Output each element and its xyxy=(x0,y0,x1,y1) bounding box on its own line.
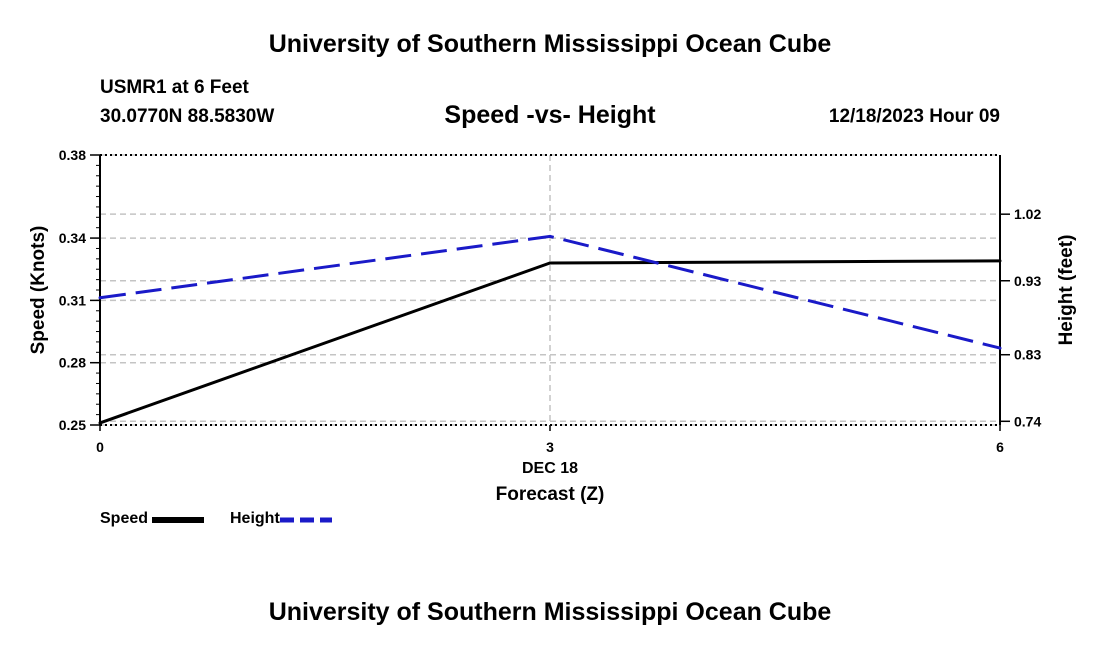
data-point-speed-0 xyxy=(98,421,102,425)
data-point-speed-1 xyxy=(548,261,552,265)
page-title: University of Southern Mississippi Ocean… xyxy=(268,30,832,58)
series-line-height xyxy=(99,234,1001,350)
data-point-height-2 xyxy=(998,346,1002,350)
y-tick-label-right-1: 0.83 xyxy=(1014,347,1041,363)
x-tick-label-0: 0 xyxy=(96,439,104,455)
x-date-label: DEC 18 xyxy=(522,460,578,477)
y-tick-label-left-4: 0.38 xyxy=(59,147,86,163)
y-tick-label-right-2: 0.93 xyxy=(1014,273,1041,289)
x-axis-label: Forecast (Z) xyxy=(496,484,605,505)
chart-series xyxy=(98,234,1002,425)
y-tick-label-left-2: 0.31 xyxy=(59,292,86,308)
x-tick-label-2: 6 xyxy=(996,439,1004,455)
y-tick-label-left-0: 0.25 xyxy=(59,417,86,433)
data-point-speed-2 xyxy=(998,259,1002,263)
data-point-height-1 xyxy=(548,234,552,238)
chart-ticks: 0.25 0.28 0.31 0.34 0.38 0.74 0.83 0.93 1.02 0 3 6 xyxy=(59,147,1042,455)
legend-label-height: Height xyxy=(230,510,280,527)
y-axis-label-left: Speed (Knots) xyxy=(28,226,49,355)
legend-item-height: Height xyxy=(230,510,332,528)
y-tick-label-left-1: 0.28 xyxy=(59,355,86,371)
y-axis-label-right: Height (feet) xyxy=(1056,235,1077,346)
station-coordinates: 30.0770N 88.5830W xyxy=(100,106,275,127)
legend-swatch-height xyxy=(279,517,332,523)
station-name: USMR1 at 6 Feet xyxy=(100,77,249,98)
y-tick-label-left-3: 0.34 xyxy=(59,230,86,246)
forecast-datetime: 12/18/2023 Hour 09 xyxy=(828,106,1000,127)
chart-labels: DEC 18 Forecast (Z) Speed (Knots) Height (f… xyxy=(28,226,1077,505)
footer-title: University of Southern Mississippi Ocean… xyxy=(268,598,832,626)
x-tick-label-1: 3 xyxy=(546,439,554,455)
data-point-height-0 xyxy=(98,296,102,300)
chart-title: Speed -vs- Height xyxy=(444,101,656,129)
legend-swatch-speed xyxy=(152,516,205,523)
legend-item-speed: Speed xyxy=(100,510,205,528)
legend-label-speed: Speed xyxy=(100,510,149,527)
chart-grid xyxy=(100,154,1000,426)
y-tick-label-right-3: 1.02 xyxy=(1014,206,1041,222)
y-tick-label-right-0: 0.74 xyxy=(1014,413,1041,429)
